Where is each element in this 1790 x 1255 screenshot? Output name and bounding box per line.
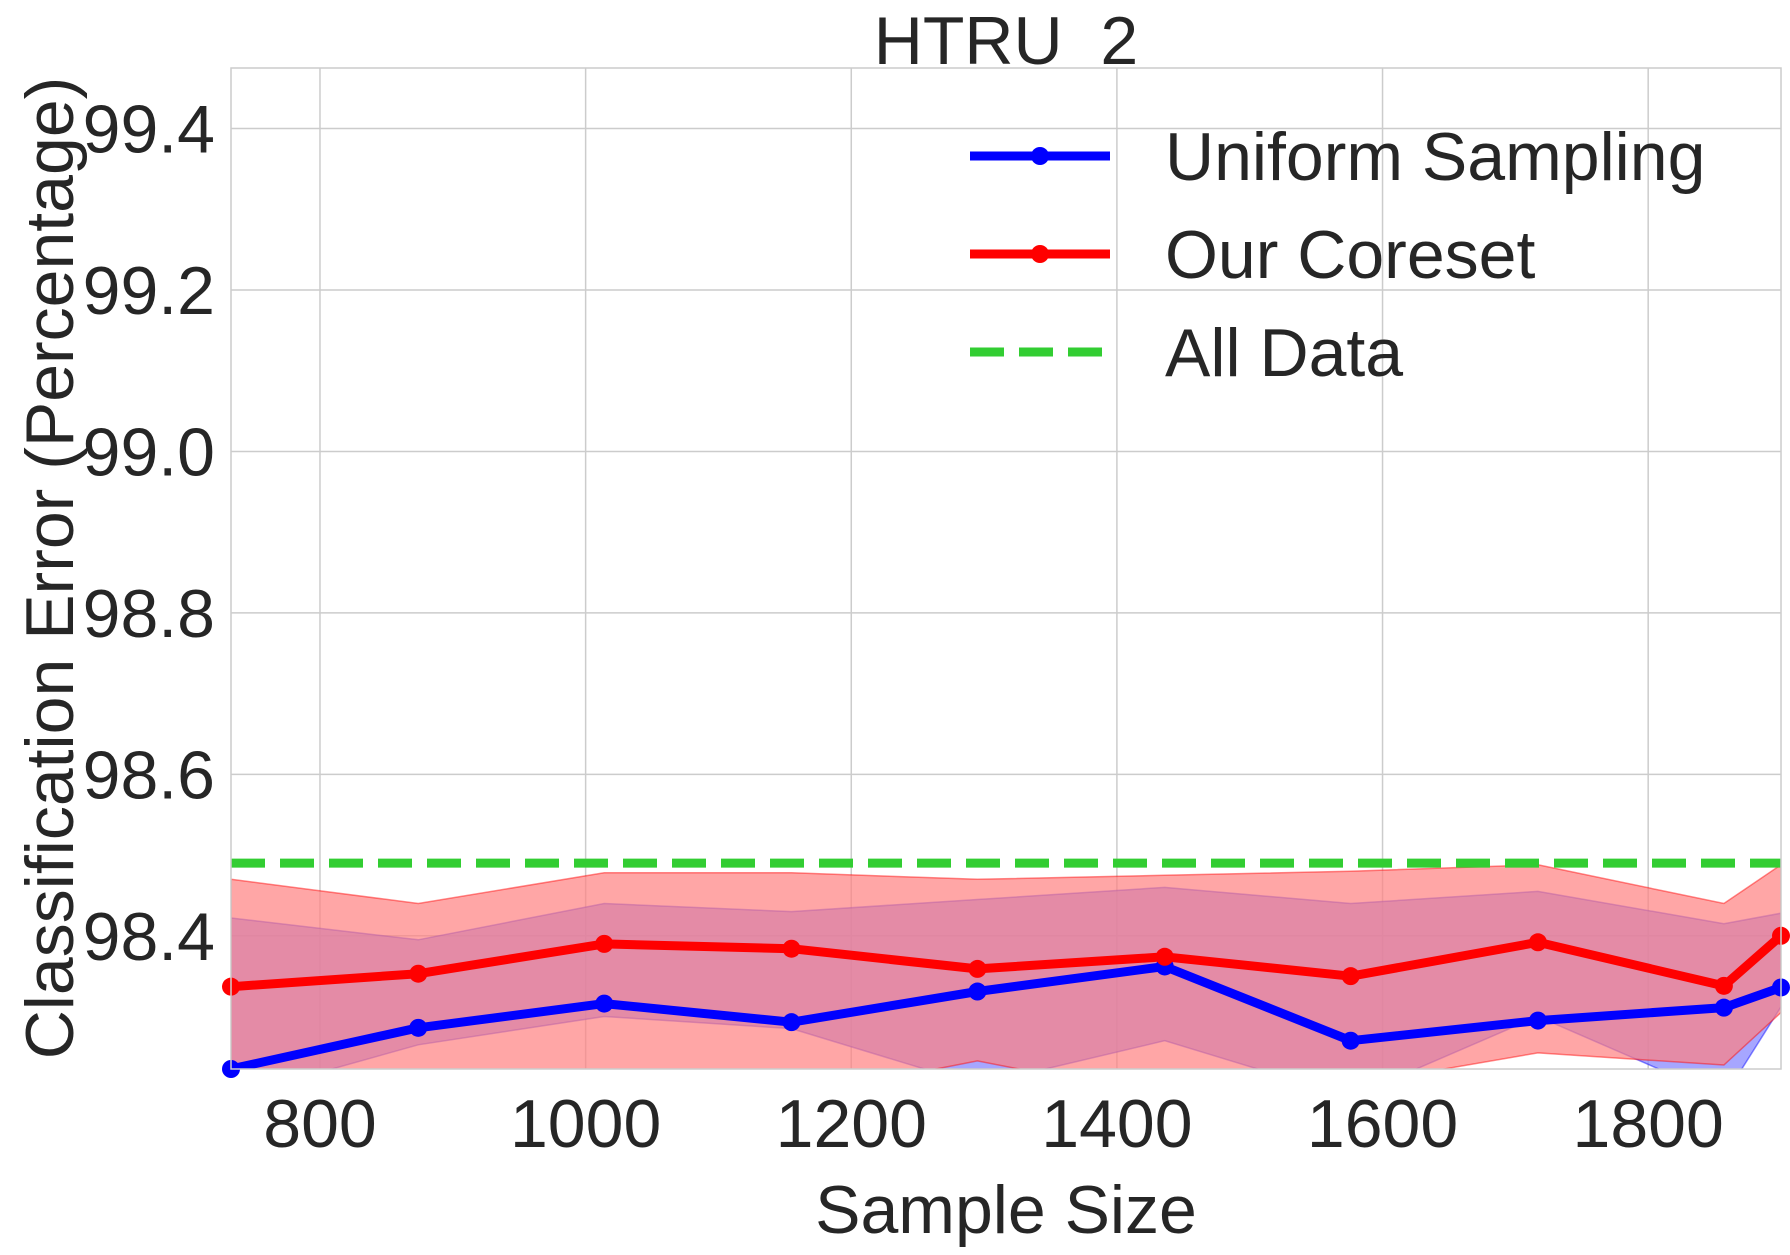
legend-label: All Data bbox=[1165, 315, 1403, 391]
y-tick-label: 98.4 bbox=[83, 899, 215, 975]
x-tick-label: 1400 bbox=[1041, 1086, 1192, 1162]
x-tick-label: 1200 bbox=[776, 1086, 927, 1162]
y-tick-label: 98.6 bbox=[83, 737, 215, 813]
x-tick-labels: 800 1000 1200 1400 1600 1800 bbox=[263, 1086, 1724, 1162]
y-tick-label: 99.2 bbox=[83, 253, 215, 329]
x-axis-label: Sample Size bbox=[815, 1172, 1197, 1248]
legend-label: Uniform Sampling bbox=[1165, 119, 1705, 195]
data-point bbox=[1341, 1031, 1360, 1050]
x-tick-label: 1800 bbox=[1573, 1086, 1724, 1162]
y-tick-label: 99.0 bbox=[83, 414, 215, 490]
data-point bbox=[1155, 947, 1174, 966]
data-point bbox=[409, 1018, 428, 1037]
y-tick-labels: 98.4 98.6 98.8 99.0 99.2 99.4 bbox=[83, 92, 215, 975]
y-tick-label: 99.4 bbox=[83, 92, 215, 168]
series-line bbox=[231, 962, 1781, 1069]
data-point bbox=[1341, 967, 1360, 986]
y-tick-label: 98.8 bbox=[83, 576, 215, 652]
data-point bbox=[409, 964, 428, 983]
series-line bbox=[231, 932, 1781, 992]
x-tick-label: 800 bbox=[263, 1086, 376, 1162]
data-point bbox=[782, 939, 801, 958]
legend: Uniform Sampling Our Coreset All Data bbox=[970, 119, 1705, 391]
data-point bbox=[782, 1013, 801, 1032]
legend-label: Our Coreset bbox=[1165, 217, 1535, 293]
data-point bbox=[968, 959, 987, 978]
y-axis-label: Classification Error (Percentage) bbox=[12, 77, 88, 1060]
data-point bbox=[595, 994, 614, 1013]
series-lines bbox=[231, 858, 1781, 1069]
data-point bbox=[1714, 976, 1733, 995]
legend-marker bbox=[1031, 245, 1049, 263]
data-point bbox=[595, 934, 614, 953]
chart-title: HTRU_2 bbox=[874, 3, 1139, 79]
plot-frame bbox=[230, 67, 1782, 1070]
plot-area bbox=[222, 67, 1790, 1078]
x-tick-label: 1000 bbox=[510, 1086, 661, 1162]
data-point bbox=[968, 982, 987, 1001]
legend-marker bbox=[1031, 147, 1049, 165]
data-point bbox=[1528, 933, 1547, 952]
x-tick-label: 1600 bbox=[1307, 1086, 1458, 1162]
data-point bbox=[1528, 1011, 1547, 1030]
series-markers bbox=[222, 926, 1790, 1078]
data-point bbox=[1714, 998, 1733, 1017]
